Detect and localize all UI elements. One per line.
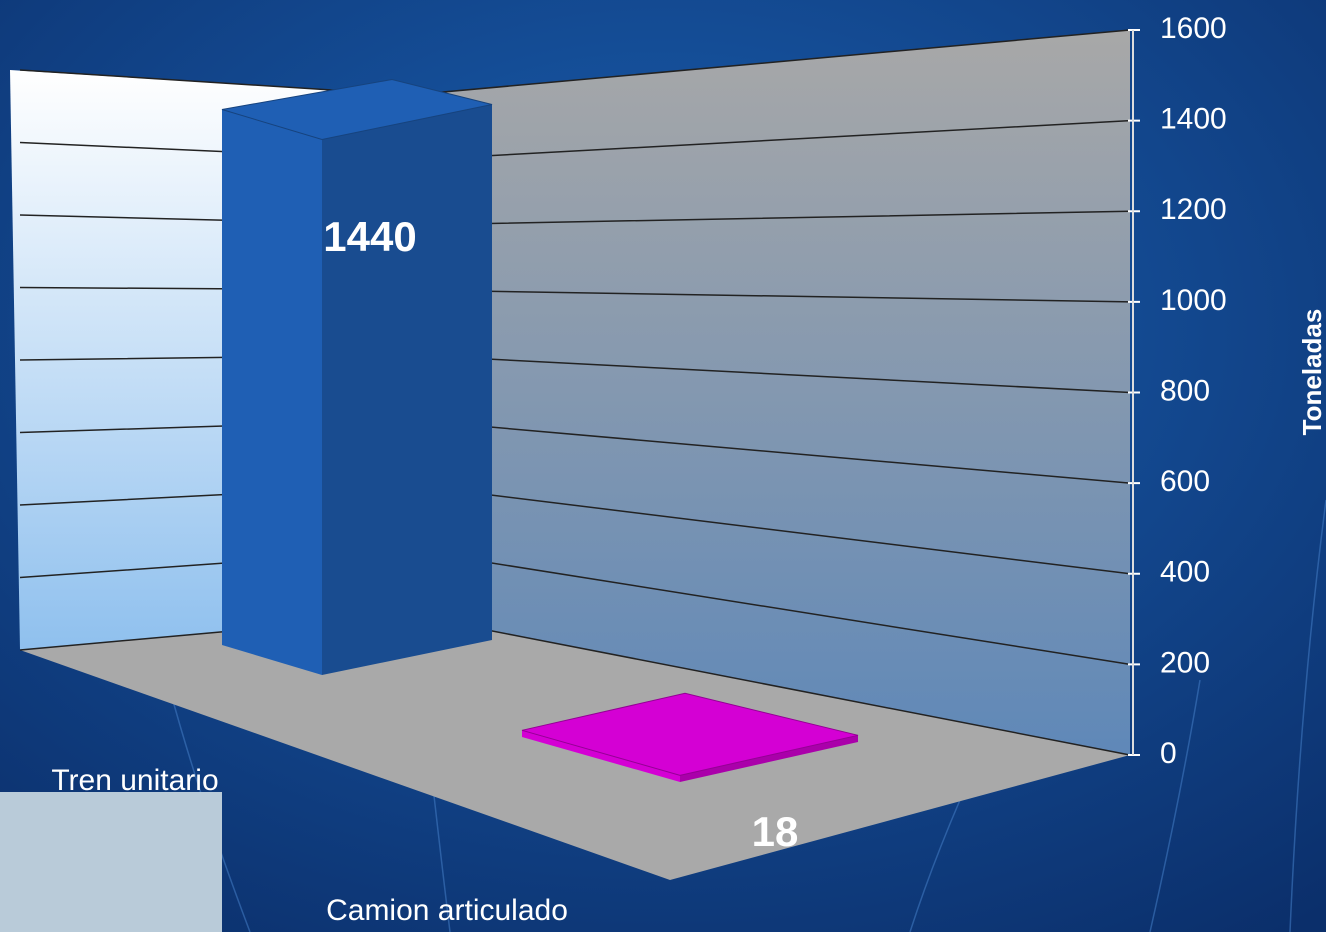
y-tick-label: 200 <box>1160 646 1210 679</box>
y-tick-label: 1400 <box>1160 103 1227 136</box>
value-label: 1440 <box>323 213 416 260</box>
y-tick-label: 600 <box>1160 465 1210 498</box>
value-label: 18 <box>752 808 799 855</box>
y-tick-label: 0 <box>1160 737 1177 770</box>
bar-side <box>680 735 858 782</box>
photo <box>0 792 222 932</box>
y-tick-label: 800 <box>1160 374 1210 407</box>
y-tick-label: 1000 <box>1160 284 1227 317</box>
y-tick-label: 1200 <box>1160 193 1227 226</box>
y-tick-label: 400 <box>1160 556 1210 589</box>
bar-top <box>521 692 859 776</box>
bar-front <box>522 730 680 782</box>
y-axis-label: Toneladas <box>1297 309 1326 436</box>
bar-top <box>221 78 493 141</box>
y-tick-label: 1600 <box>1160 12 1227 45</box>
bar-front <box>222 109 322 675</box>
bar-side <box>322 104 492 675</box>
x-tick-label: Tren unitario <box>51 764 218 797</box>
x-tick-label: Camion articulado <box>326 894 568 927</box>
back-wall <box>410 30 1130 755</box>
